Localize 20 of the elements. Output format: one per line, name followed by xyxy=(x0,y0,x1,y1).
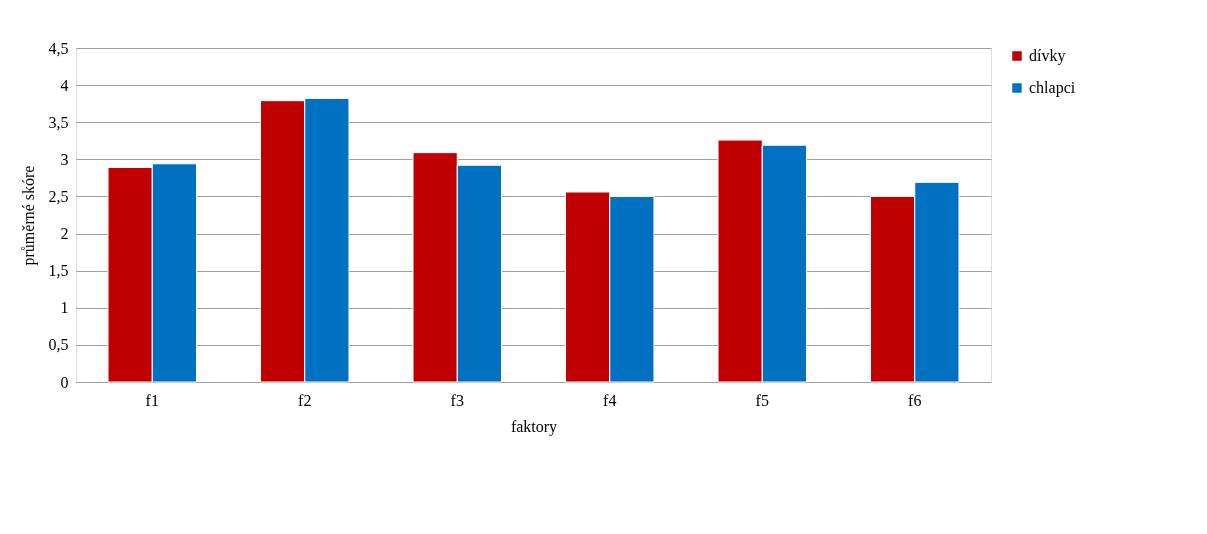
y-tick-label: 4 xyxy=(60,76,69,94)
y-tick-label: 2,5 xyxy=(48,187,69,205)
x-tick-label: f5 xyxy=(755,391,769,409)
legend-label: chlapci xyxy=(1029,79,1076,97)
x-tick-label: f4 xyxy=(603,391,617,409)
y-tick-label: 3,5 xyxy=(48,113,69,131)
y-tick-label: 2 xyxy=(60,225,69,243)
y-tick-label: 0 xyxy=(60,373,69,391)
x-tick-label: f2 xyxy=(298,391,312,409)
legend-label: dívky xyxy=(1029,47,1066,65)
y-axis-title: průměrné skóre xyxy=(19,165,38,266)
y-tick-label: 1,5 xyxy=(48,262,69,280)
x-tick-label: f6 xyxy=(908,391,922,409)
x-tick-label: f1 xyxy=(145,391,159,409)
y-tick-label: 0,5 xyxy=(48,336,69,354)
x-axis-title: faktory xyxy=(510,417,558,436)
y-tick-label: 4,5 xyxy=(48,39,69,57)
y-tick-label: 1 xyxy=(60,299,69,317)
x-tick-label: f3 xyxy=(450,391,464,409)
y-tick-label: 3 xyxy=(60,150,69,168)
